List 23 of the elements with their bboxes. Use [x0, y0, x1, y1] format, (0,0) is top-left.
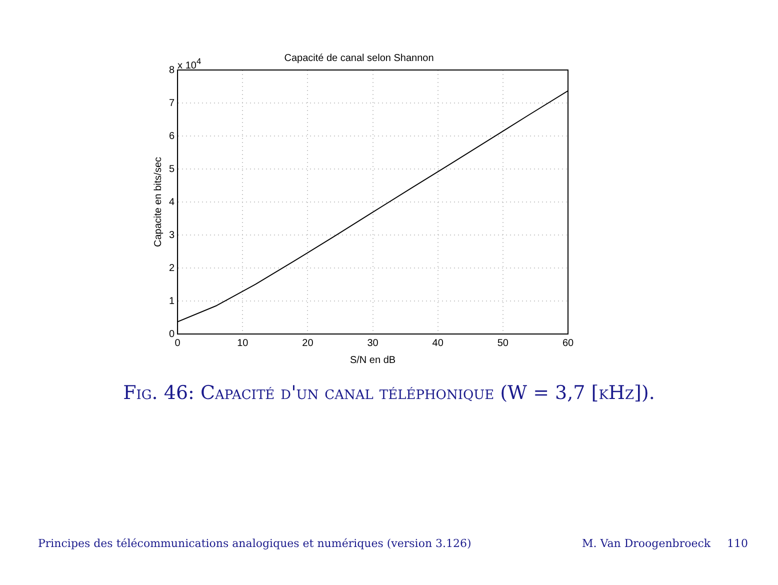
y-tick-label: 1 — [169, 296, 175, 307]
y-tick-label: 0 — [169, 328, 175, 340]
y-tick-label: 6 — [169, 130, 175, 142]
y-tick-label: 3 — [169, 230, 175, 241]
text: 110 — [727, 537, 748, 550]
chart-title: Capacité de canal selon Shannon — [284, 52, 434, 64]
y-tick-label: 5 — [169, 164, 175, 175]
x-tick-label: 20 — [302, 338, 314, 349]
x-tick-label: 30 — [367, 338, 379, 349]
y-tick-label: 7 — [169, 98, 175, 109]
x-tick-label: 10 — [237, 338, 249, 349]
y-tick-label: 8 — [169, 64, 175, 76]
text: Principes des télécommunications analogiques et numériques (version 3.126) — [38, 537, 472, 550]
x-tick-label: 60 — [562, 338, 574, 349]
x-axis-title: S/N en dB — [350, 354, 396, 366]
x-tick-label: 40 — [432, 338, 444, 349]
x-tick-label: 50 — [497, 338, 509, 349]
text: M. Van Droogenbroeck — [582, 537, 711, 550]
y-tick-label: 2 — [169, 262, 175, 274]
annotation: x 10$^{4}$ — [178, 56, 202, 72]
caption: Fig. 46: Capacité d'un canal téléphonique (W = 3,7 [kHz]). — [122, 382, 656, 404]
y-tick-label: 4 — [169, 196, 175, 208]
y-axis-title: Capacite en bits/sec — [152, 156, 164, 248]
